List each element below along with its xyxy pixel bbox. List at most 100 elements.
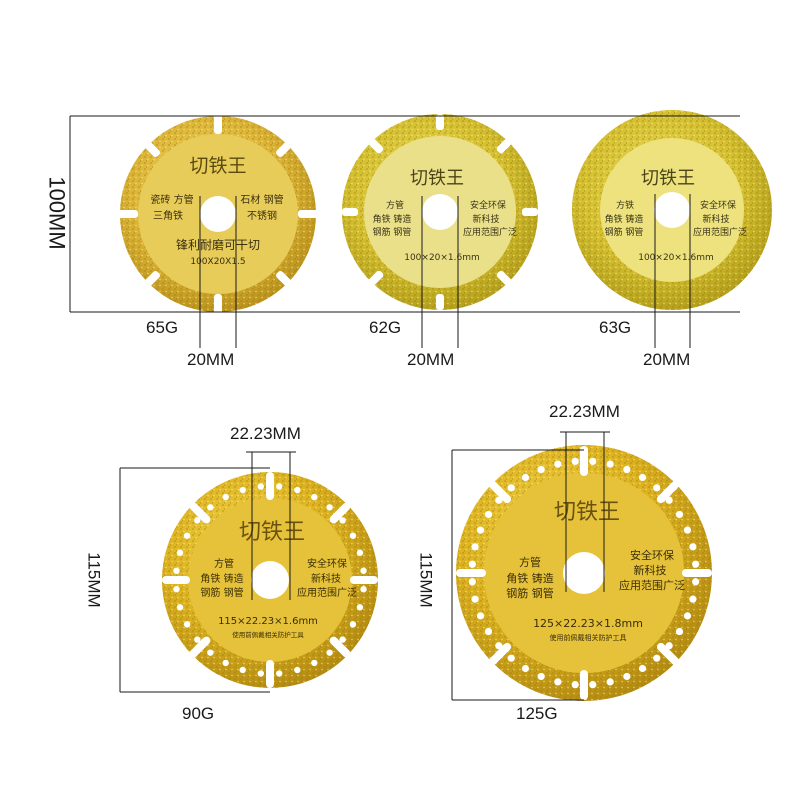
blade-hole — [638, 664, 647, 673]
blade-hole — [257, 670, 264, 677]
height-label-115mm-left: 115MM — [84, 552, 104, 608]
blade-hole — [311, 659, 318, 667]
svg-text:应用范围广泛: 应用范围广泛 — [297, 586, 357, 599]
blade-hole — [176, 549, 184, 556]
blade-hole — [276, 670, 283, 677]
svg-text:安全环保: 安全环保 — [700, 199, 736, 211]
blade-hole — [606, 460, 614, 468]
blade-hole — [356, 604, 364, 611]
blade-hole — [653, 484, 661, 492]
blade-hole — [468, 578, 476, 586]
blade-hole — [294, 666, 301, 674]
svg-text:瓷砖 方管: 瓷砖 方管 — [150, 193, 193, 206]
svg-text:新科技: 新科技 — [472, 213, 499, 225]
weight-label-65g: 65G — [146, 318, 179, 337]
blade-hole — [339, 636, 346, 643]
svg-text:125×22.23×1.8mm: 125×22.23×1.8mm — [533, 617, 643, 630]
blade-hole — [692, 578, 700, 586]
height-label-100mm: 100MM — [44, 176, 70, 250]
blade-90g: 切铁王 方管 角铁 铸造 钢筋 钢管 安全环保 新科技 应用范围广泛 115×2… — [162, 472, 378, 688]
blade-hole — [665, 642, 673, 650]
svg-text:安全环保: 安全环保 — [470, 199, 506, 211]
svg-text:新科技: 新科技 — [634, 563, 667, 577]
blade-hole — [360, 586, 367, 593]
weight-label-125g: 125G — [516, 704, 558, 723]
bore-label-1: 20MM — [187, 350, 235, 369]
weight-label-62g: 62G — [369, 318, 402, 337]
blade-hole — [194, 636, 201, 643]
svg-text:新科技: 新科技 — [702, 213, 729, 225]
blade-hole — [606, 678, 614, 686]
blade-hole — [476, 526, 485, 534]
blade-hole — [665, 496, 673, 504]
svg-text:安全环保: 安全环保 — [630, 548, 674, 562]
svg-text:钢筋 钢管: 钢筋 钢管 — [200, 586, 243, 599]
blade-hole — [689, 595, 697, 603]
blade-hole — [689, 543, 697, 551]
blade-hole — [276, 483, 283, 490]
blade-hole — [360, 567, 367, 574]
dimension-lines — [69, 115, 740, 701]
blade-hole — [173, 567, 180, 574]
blade-hole — [692, 560, 700, 568]
blade-hole — [638, 473, 647, 482]
svg-text:切铁王: 切铁王 — [554, 500, 620, 525]
blade-hole — [484, 627, 493, 636]
blade-hole — [554, 678, 562, 686]
blade-hole — [207, 649, 214, 656]
blade-hole — [675, 627, 684, 636]
blade-hole — [349, 621, 357, 628]
blade-hole — [589, 457, 597, 465]
blade-hole — [675, 510, 684, 519]
svg-text:应用范围广泛: 应用范围广泛 — [619, 578, 685, 592]
weight-label-63g: 63G — [599, 318, 632, 337]
blade-hole — [683, 526, 692, 534]
blade-hole — [468, 560, 476, 568]
blade-hole — [239, 666, 246, 674]
svg-text:方铁: 方铁 — [616, 199, 634, 211]
bore-label-2: 20MM — [407, 350, 455, 369]
svg-text:方管: 方管 — [214, 557, 234, 570]
svg-text:角铁 铸造: 角铁 铸造 — [506, 571, 554, 585]
weight-label-90g: 90G — [182, 704, 215, 723]
svg-text:石材 钢管: 石材 钢管 — [240, 193, 283, 206]
blade-hole — [294, 486, 301, 494]
svg-text:切铁王: 切铁王 — [239, 520, 305, 545]
blade-hole — [571, 681, 579, 689]
height-label-115mm-right: 115MM — [416, 552, 436, 608]
blade-hole — [339, 517, 346, 524]
blade-hole — [222, 659, 229, 667]
blade-hole — [554, 460, 562, 468]
svg-text:角铁 铸造: 角铁 铸造 — [605, 213, 644, 225]
blade-hole — [521, 664, 530, 673]
svg-text:方管: 方管 — [519, 555, 541, 569]
blade-hole — [521, 473, 530, 482]
blade-hole — [194, 517, 201, 524]
svg-text:角铁 铸造: 角铁 铸造 — [373, 213, 412, 225]
svg-text:使用前佩戴相关防护工具: 使用前佩戴相关防护工具 — [232, 630, 304, 639]
svg-text:使用前佩戴相关防护工具: 使用前佩戴相关防护工具 — [550, 633, 627, 642]
blade-hole — [484, 510, 493, 519]
svg-text:100×20×1.6mm: 100×20×1.6mm — [638, 253, 714, 263]
blade-hole — [257, 483, 264, 490]
blade-hole — [173, 586, 180, 593]
brand-label: 切铁王 — [189, 155, 246, 177]
blade-hole — [349, 532, 357, 539]
blade-hole — [623, 672, 631, 681]
blade-hole — [495, 642, 503, 650]
blade-hole — [507, 484, 515, 492]
svg-text:不锈钢: 不锈钢 — [247, 209, 277, 222]
bore-label-4: 22.23MM — [230, 424, 301, 443]
svg-text:角铁 铸造: 角铁 铸造 — [200, 572, 243, 585]
blade-65g: 切铁王 瓷砖 方管 三角铁 石材 钢管 不锈钢 锋利耐磨可干切 100X20X1… — [118, 114, 318, 314]
blade-63g: 切铁王 方铁 角铁 铸造 钢筋 钢管 安全环保 新科技 应用范围广泛 100×2… — [572, 110, 772, 310]
blade-hole — [537, 465, 545, 474]
svg-text:钢筋 钢管: 钢筋 钢管 — [506, 586, 554, 600]
blade-hole — [183, 532, 191, 539]
blade-hole — [589, 681, 597, 689]
blade-hole — [311, 493, 318, 501]
svg-text:钢筋 钢管: 钢筋 钢管 — [373, 226, 412, 238]
blade-hole — [222, 493, 229, 501]
blade-hole — [537, 672, 545, 681]
